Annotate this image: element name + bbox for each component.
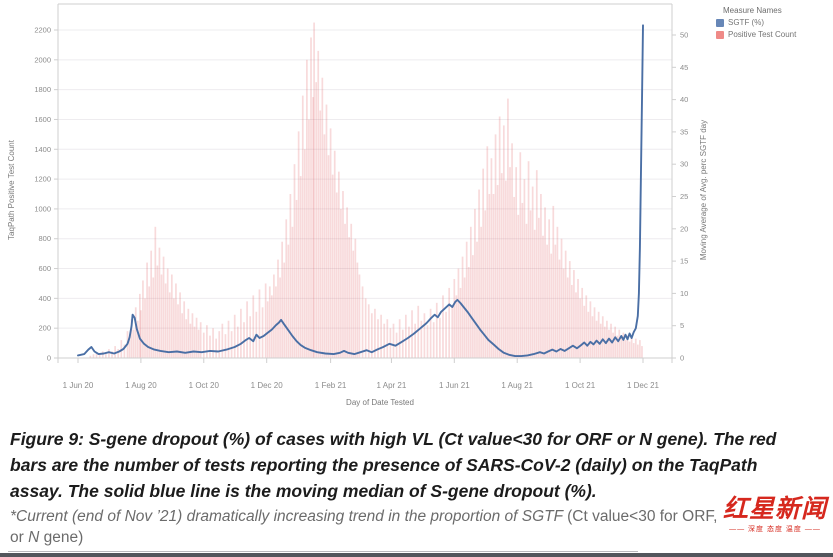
legend-item-sgtf: SGTF (%) — [716, 18, 831, 27]
caption-line: assay. The solid blue line is the moving… — [10, 481, 597, 501]
logo-wordmark: 红星新闻 — [722, 495, 827, 523]
svg-text:25: 25 — [680, 192, 688, 201]
footnote-line: or N gene) — [10, 527, 826, 548]
svg-text:1 Jun 21: 1 Jun 21 — [439, 381, 470, 390]
svg-text:10: 10 — [680, 289, 688, 298]
svg-text:30: 30 — [680, 160, 688, 169]
svg-text:1 Dec 20: 1 Dec 20 — [251, 381, 284, 390]
logo-tagline: —— 深度 态度 温度 —— — [729, 526, 821, 533]
svg-text:2000: 2000 — [34, 55, 51, 64]
red-star-news-logo: 红星新闻 —— 深度 态度 温度 —— — [723, 496, 827, 534]
svg-text:35: 35 — [680, 127, 688, 136]
svg-text:1800: 1800 — [34, 85, 51, 94]
footnote-text: or — [10, 529, 29, 546]
svg-text:2200: 2200 — [34, 26, 51, 35]
positive-count-swatch-icon — [716, 30, 724, 39]
caption-bottom-divider — [8, 551, 638, 552]
svg-text:1200: 1200 — [34, 175, 51, 184]
caption-line: Figure 9: S-gene dropout (%) of cases wi… — [10, 429, 777, 449]
legend-item-positive-count: Positive Test Count — [716, 30, 831, 39]
svg-text:1 Dec 21: 1 Dec 21 — [627, 381, 660, 390]
svg-text:40: 40 — [680, 95, 688, 104]
footnote-text: gene) — [39, 529, 84, 546]
svg-text:0: 0 — [47, 354, 51, 363]
footnote-text: *Current (end of Nov ’21) dramatically i… — [10, 508, 568, 525]
figure-caption: Figure 9: S-gene dropout (%) of cases wi… — [10, 426, 826, 504]
svg-text:1 Aug 20: 1 Aug 20 — [125, 381, 157, 390]
svg-text:1 Oct 21: 1 Oct 21 — [565, 381, 596, 390]
caption-line: bars are the number of tests reporting t… — [10, 455, 758, 475]
svg-text:Day of Date Tested: Day of Date Tested — [346, 398, 414, 407]
sgtf-swatch-icon — [716, 18, 724, 27]
svg-text:1 Feb 21: 1 Feb 21 — [315, 381, 347, 390]
svg-text:600: 600 — [38, 264, 51, 273]
svg-text:1 Aug 21: 1 Aug 21 — [501, 381, 533, 390]
svg-text:1600: 1600 — [34, 115, 51, 124]
window-bottom-edge — [0, 553, 833, 557]
svg-text:45: 45 — [680, 63, 688, 72]
svg-text:800: 800 — [38, 234, 51, 243]
svg-text:15: 15 — [680, 257, 688, 266]
footnote-line: *Current (end of Nov ’21) dramatically i… — [10, 506, 826, 527]
legend: Measure Names SGTF (%) Positive Test Cou… — [706, 6, 831, 42]
svg-text:0: 0 — [680, 354, 684, 363]
svg-text:1000: 1000 — [34, 204, 51, 213]
svg-text:1400: 1400 — [34, 145, 51, 154]
svg-text:TaqPath Positive Test Count: TaqPath Positive Test Count — [7, 139, 16, 240]
legend-item-label: SGTF (%) — [728, 18, 764, 27]
legend-item-label: Positive Test Count — [728, 30, 797, 39]
svg-text:1 Apr 21: 1 Apr 21 — [377, 381, 407, 390]
footnote-text: N — [28, 529, 40, 546]
svg-text:1 Oct 20: 1 Oct 20 — [189, 381, 220, 390]
svg-text:5: 5 — [680, 321, 684, 330]
svg-text:1 Jun 20: 1 Jun 20 — [63, 381, 94, 390]
svg-text:Moving Average of Avg. perc SG: Moving Average of Avg. perc SGTF day — [699, 120, 708, 260]
legend-title: Measure Names — [723, 6, 782, 15]
svg-text:50: 50 — [680, 31, 688, 40]
svg-text:400: 400 — [38, 294, 51, 303]
svg-text:200: 200 — [38, 324, 51, 333]
footnote-text: (Ct value<30 for ORF, — [567, 508, 718, 525]
figure-footnote: *Current (end of Nov ’21) dramatically i… — [10, 506, 826, 548]
svg-text:20: 20 — [680, 224, 688, 233]
chart-region: 0 200 400 600 800 1000 1200 1400 1600 1800 2000 220… — [7, 3, 831, 407]
dual-axis-chart: 0200400600800100012001400160018002000220… — [7, 3, 708, 407]
